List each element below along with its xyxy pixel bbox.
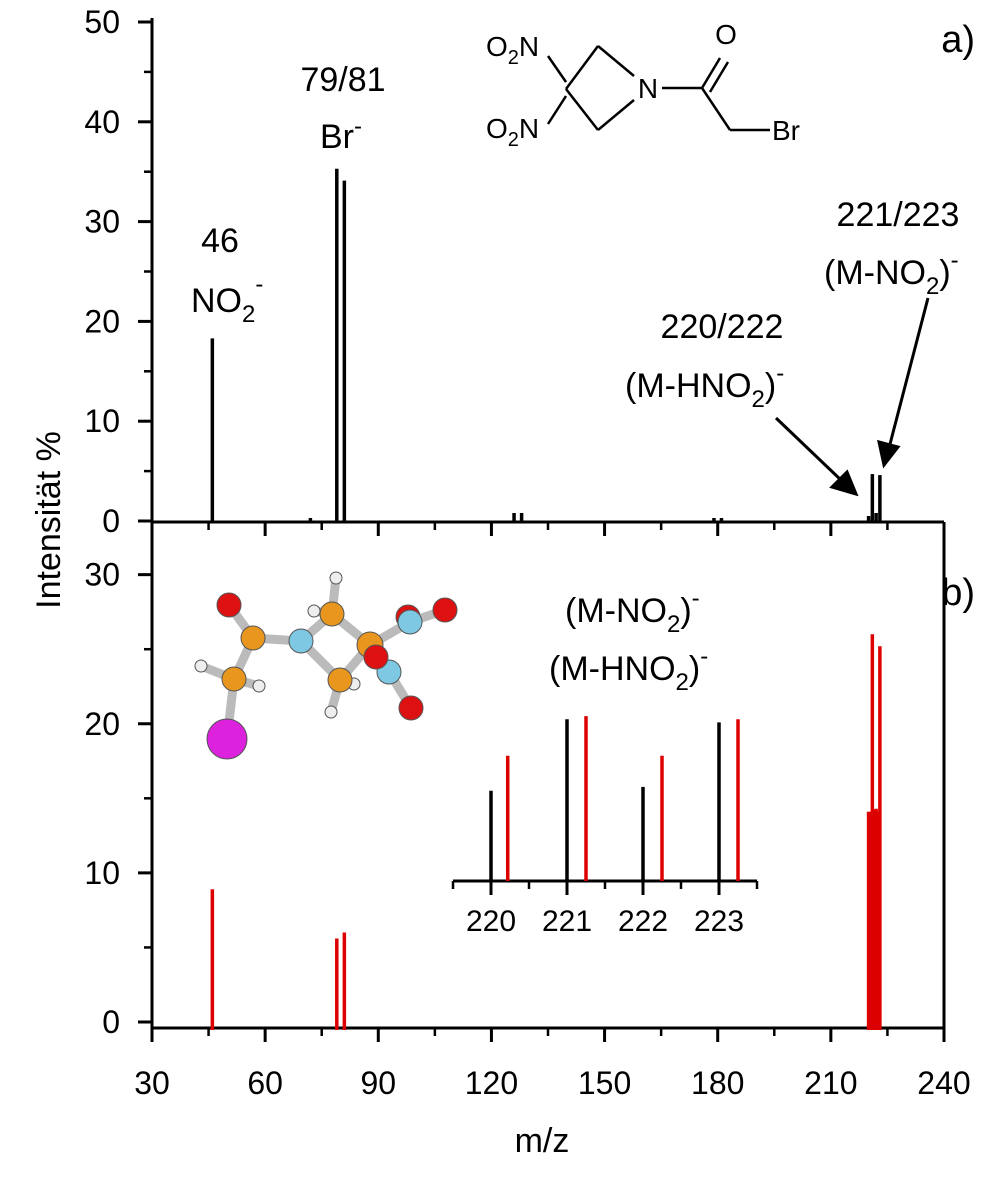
structure-ring-n: N <box>638 73 658 104</box>
structure-no2-lower: O2N <box>486 113 539 151</box>
inset-tick-label: 221 <box>542 905 592 938</box>
peak-220-ion-post: ) <box>765 367 776 405</box>
peak-46-ion-sup: - <box>255 271 263 298</box>
panel-label-a: a) <box>941 19 975 61</box>
x-axis-title: m/z <box>515 1122 570 1160</box>
inset-bars: 220 221 222 223 <box>451 716 759 938</box>
inset: (M-NO2)- (M-HNO2)- 220 221 222 223 <box>451 585 759 938</box>
ticks-layer: 30 60 90 120 150 180 210 240 0 10 20 30 40 50 0 10 20 30 <box>84 4 970 1101</box>
inset-label-bottom: (M-HNO2)- <box>549 643 708 696</box>
peak-221-ion-post: ) <box>939 254 950 292</box>
x-tick-label: 90 <box>360 1065 396 1101</box>
inset-tick-label: 223 <box>694 905 744 938</box>
peak-46-ion-base: NO <box>191 282 242 320</box>
a-y-tick-label: 50 <box>84 4 120 40</box>
panel-label-b: b) <box>941 572 975 614</box>
arrow-220-head <box>829 469 859 497</box>
peak-220-ion-sup: - <box>776 360 784 387</box>
peak-221-ion-sub: 2 <box>926 273 939 300</box>
a-y-tick-label: 10 <box>84 403 120 439</box>
y-axis-title: Intensität % <box>30 431 68 609</box>
inset-tick-label: 222 <box>618 905 668 938</box>
x-tick-label: 240 <box>917 1065 970 1101</box>
a-y-tick-label: 0 <box>102 503 120 539</box>
peak-221-ion-sup: - <box>951 247 959 274</box>
skeletal-structure: O2N O2N N O Br <box>486 19 800 151</box>
annotation-arrows <box>774 297 930 497</box>
ball-and-stick-model <box>194 571 458 760</box>
a-y-tick-label: 40 <box>84 104 120 140</box>
peak-221-ion-label: (M-NO2)- <box>824 247 959 300</box>
peak-46-ion-sub: 2 <box>242 301 255 328</box>
panel-a-bars <box>210 168 882 521</box>
x-tick-label: 60 <box>247 1065 283 1101</box>
arrow-220-shaft <box>774 416 844 483</box>
inset-label-top: (M-NO2)- <box>565 585 700 638</box>
peak-220-mz-label: 220/222 <box>661 308 784 346</box>
structure-no2-upper: O2N <box>486 31 539 69</box>
peak-220-ion-sub: 2 <box>752 386 765 413</box>
b-y-tick-label: 30 <box>84 557 120 593</box>
x-tick-label: 30 <box>134 1065 170 1101</box>
peak-46-ion-label: NO2- <box>191 271 263 328</box>
peak-79-ion-sup: - <box>354 113 362 140</box>
b-y-tick-label: 20 <box>84 706 120 742</box>
x-tick-label: 180 <box>691 1065 744 1101</box>
b-y-tick-label: 10 <box>84 855 120 891</box>
peak-79-ion-label: Br- <box>320 113 362 156</box>
peak-46-mz-label: 46 <box>201 222 239 260</box>
x-tick-label: 210 <box>804 1065 857 1101</box>
peak-220-ion-pre: (M-HNO <box>625 367 752 405</box>
peak-79-mz-label: 79/81 <box>300 61 385 99</box>
peak-220-ion-label: (M-HNO2)- <box>625 360 784 413</box>
structure-br: Br <box>772 115 800 146</box>
inset-tick-label: 220 <box>466 905 516 938</box>
peak-79-ion-base: Br <box>320 118 354 156</box>
x-tick-label: 120 <box>465 1065 518 1101</box>
peak-221-ion-pre: (M-NO <box>824 254 926 292</box>
arrow-221-head <box>877 439 901 469</box>
b-y-tick-label: 0 <box>102 1004 120 1040</box>
peak-221-mz-label: 221/223 <box>837 196 960 234</box>
panel-b-bars <box>210 634 882 1030</box>
structure-carbonyl-o: O <box>715 19 737 50</box>
a-y-tick-label: 30 <box>84 204 120 240</box>
a-y-tick-label: 20 <box>84 303 120 339</box>
arrow-221-shaft <box>887 297 930 449</box>
x-tick-label: 150 <box>578 1065 631 1101</box>
